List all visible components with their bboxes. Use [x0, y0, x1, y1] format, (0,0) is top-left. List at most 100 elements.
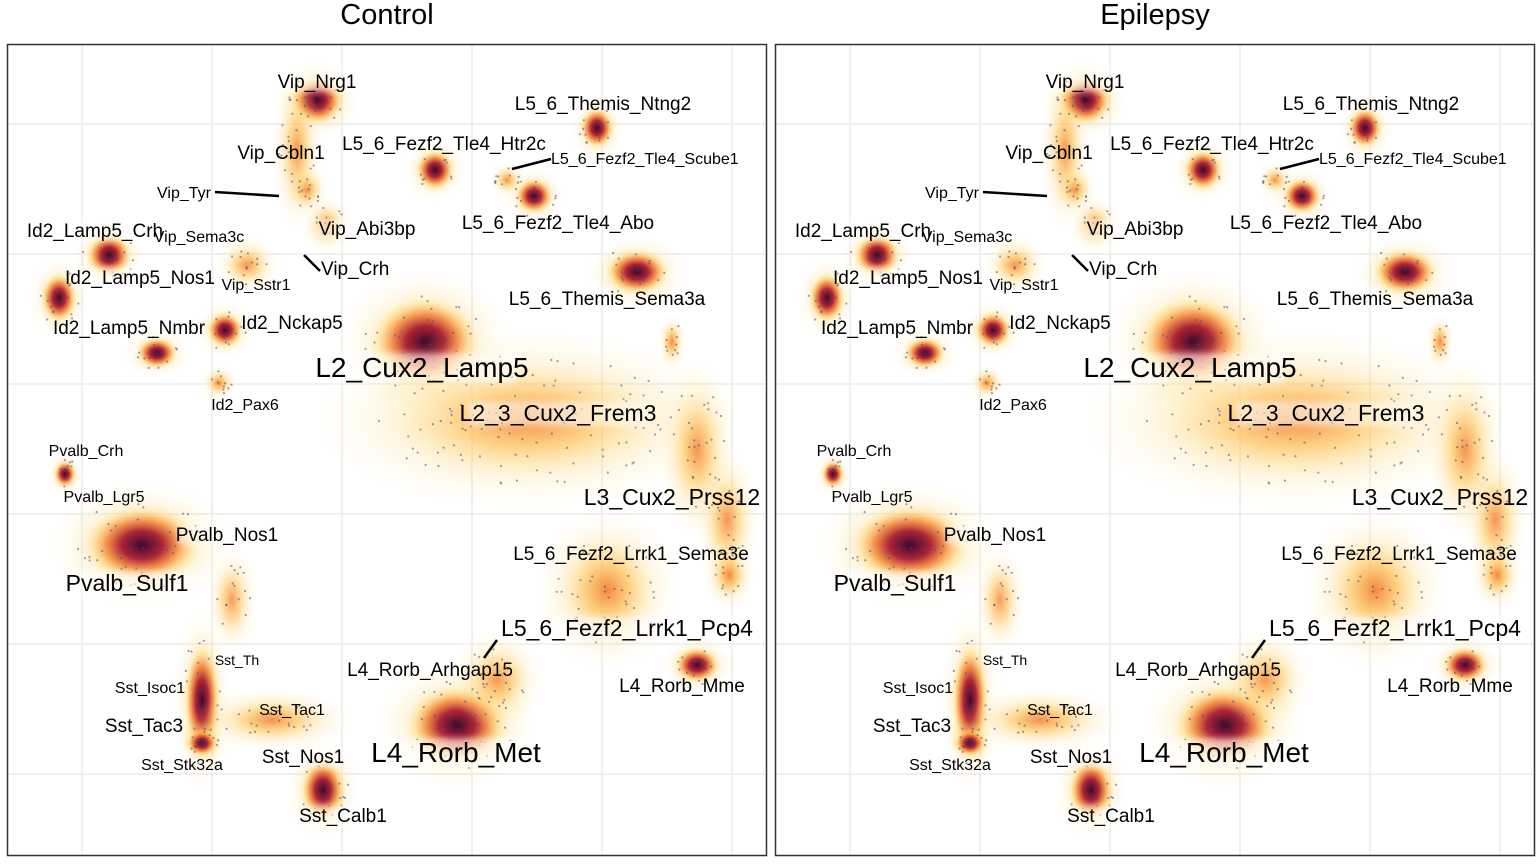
cell-point — [1184, 451, 1187, 454]
cell-point — [398, 335, 401, 339]
cell-point — [1508, 494, 1511, 497]
cell-point — [1077, 724, 1080, 727]
cell-point — [1220, 444, 1223, 447]
cell-point — [688, 446, 691, 449]
cell-point — [697, 444, 701, 447]
cell-point — [930, 546, 933, 549]
cell-point — [731, 554, 734, 557]
cell-point — [563, 480, 566, 483]
cell-point — [190, 650, 193, 653]
cell-point — [1499, 554, 1502, 557]
cluster-label: Sst_Calb1 — [1067, 806, 1155, 827]
cell-point — [844, 547, 848, 550]
cell-point — [190, 747, 193, 750]
cell-point — [1397, 393, 1400, 396]
cell-point — [827, 468, 830, 471]
cell-point — [218, 690, 221, 693]
cell-point — [1115, 783, 1118, 786]
cell-point — [496, 720, 499, 723]
cell-point — [210, 378, 213, 381]
cell-point — [1299, 374, 1302, 377]
cell-point — [1243, 317, 1246, 320]
cell-point — [1246, 655, 1249, 659]
cell-point — [1237, 332, 1240, 335]
cell-point — [1072, 195, 1075, 198]
cell-point — [1056, 96, 1059, 99]
cell-point — [445, 161, 448, 164]
cell-point — [1233, 383, 1236, 386]
density-blob — [1282, 177, 1322, 215]
cell-point — [1189, 178, 1192, 181]
density-blob — [994, 246, 1036, 284]
cell-point — [1066, 180, 1069, 183]
cell-point — [1393, 441, 1396, 444]
cell-point — [519, 180, 522, 183]
cell-point — [1191, 691, 1194, 694]
cell-point — [671, 353, 674, 356]
label-halo — [1085, 218, 1185, 239]
cell-point — [224, 341, 227, 344]
cell-point — [920, 336, 923, 339]
cluster-label: Pvalb_Nos1 — [176, 525, 278, 546]
label-halo — [61, 571, 193, 596]
cell-point — [834, 464, 837, 467]
cell-point — [216, 598, 219, 601]
cell-point — [83, 557, 87, 560]
cell-point — [687, 421, 691, 424]
cell-point — [248, 597, 252, 600]
cell-point — [1018, 261, 1021, 264]
density-blob — [975, 371, 999, 395]
cell-point — [1110, 796, 1113, 799]
cell-point — [1431, 271, 1434, 274]
cell-point — [1505, 565, 1508, 568]
cell-point — [579, 579, 582, 582]
cell-point — [444, 158, 447, 161]
cell-point — [641, 277, 644, 280]
label-halo — [327, 353, 517, 383]
cell-point — [63, 459, 66, 462]
cell-point — [76, 547, 80, 550]
cluster-label: L4_Rorb_Met — [1139, 737, 1309, 768]
cluster-label: L3_Cux2_Prss12 — [1352, 484, 1528, 510]
cell-point — [1461, 445, 1464, 448]
cell-point — [1505, 585, 1508, 588]
cell-point — [501, 701, 505, 704]
panel-control: Control Vip_Nrg1 L5_6_Themis_Ntng2 Vip_Cbln… — [6, 0, 768, 857]
cell-point — [95, 511, 98, 514]
cell-point — [504, 726, 507, 729]
cell-point — [413, 392, 416, 395]
cell-point — [1261, 690, 1264, 693]
cell-point — [923, 352, 926, 355]
cell-point — [831, 485, 834, 488]
cell-point — [1311, 384, 1314, 387]
cell-point — [1050, 144, 1053, 147]
cell-point — [1501, 515, 1504, 518]
cell-point — [635, 566, 638, 569]
cell-point — [315, 216, 318, 219]
cell-point — [445, 339, 448, 342]
cell-point — [1074, 178, 1077, 181]
cell-point — [533, 186, 536, 189]
cell-point — [584, 133, 587, 136]
cell-point — [322, 206, 325, 210]
cell-point — [1246, 455, 1249, 458]
cell-point — [1199, 162, 1202, 165]
cell-point — [1239, 688, 1242, 691]
cell-point — [899, 259, 902, 262]
cell-point — [1294, 455, 1297, 458]
cell-point — [1347, 579, 1350, 582]
cell-point — [627, 574, 630, 578]
cell-point — [39, 294, 43, 297]
cell-point — [972, 739, 975, 743]
cell-point — [1253, 683, 1256, 686]
cell-point — [1341, 546, 1344, 549]
cell-point — [1322, 197, 1325, 200]
cell-point — [1366, 136, 1369, 139]
cell-point — [503, 698, 506, 702]
cell-point — [282, 144, 285, 147]
cell-point — [1443, 335, 1446, 339]
cell-point — [1174, 342, 1177, 345]
cell-point — [1395, 574, 1398, 578]
label-halo — [317, 218, 417, 239]
cell-point — [1396, 591, 1399, 595]
